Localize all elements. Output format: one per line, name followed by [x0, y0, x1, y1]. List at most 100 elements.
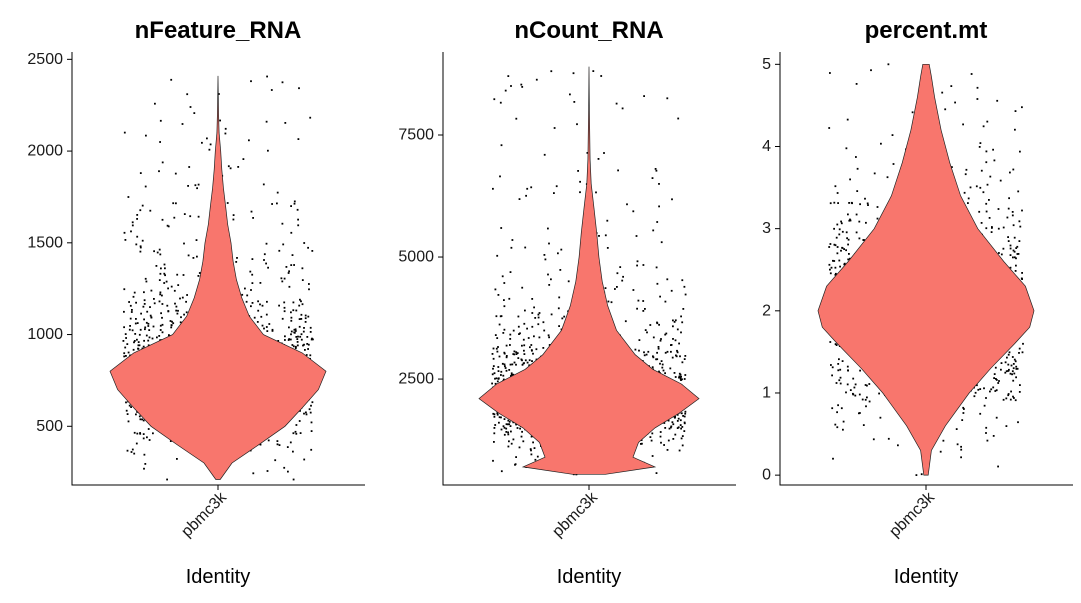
data-point [298, 325, 301, 328]
data-point [986, 120, 989, 123]
data-point [298, 87, 300, 90]
data-point [651, 366, 654, 369]
data-point [521, 363, 524, 366]
data-point [138, 344, 141, 347]
data-point [996, 99, 999, 102]
data-point [298, 304, 301, 307]
data-point [976, 98, 979, 100]
data-point [232, 218, 235, 221]
data-point [197, 275, 200, 277]
data-point [161, 331, 164, 334]
data-point [122, 340, 125, 342]
data-point [209, 143, 212, 146]
data-point [299, 432, 302, 434]
data-point [163, 282, 166, 284]
y-tick-label: 500 [36, 418, 63, 435]
data-point [982, 191, 985, 194]
x-tick-label: pbmc3k [886, 488, 938, 540]
data-point [833, 243, 836, 246]
data-point [176, 273, 179, 276]
data-point [679, 419, 682, 422]
data-point [985, 202, 988, 205]
data-point [681, 378, 683, 381]
data-point [858, 237, 861, 240]
y-axis: 2500 5000 7500 [398, 126, 443, 388]
data-point [531, 360, 533, 362]
data-point [290, 319, 293, 322]
data-point [873, 172, 876, 175]
data-point [856, 167, 859, 170]
data-point [503, 351, 506, 354]
data-point [1012, 224, 1015, 227]
data-point [521, 344, 523, 347]
data-point [846, 365, 849, 368]
data-point [834, 185, 837, 188]
data-point [127, 420, 130, 423]
data-point [656, 358, 659, 361]
data-point [496, 350, 499, 353]
data-point [649, 324, 652, 326]
data-point [301, 303, 304, 306]
data-point [836, 192, 839, 194]
data-point [502, 425, 505, 428]
data-point [251, 258, 254, 260]
data-point [579, 191, 581, 194]
data-point [866, 202, 869, 205]
data-point [979, 186, 982, 189]
data-point [311, 250, 314, 252]
data-point [666, 278, 669, 281]
data-point [135, 442, 138, 445]
data-point [664, 300, 667, 303]
data-point [306, 336, 309, 338]
data-point [265, 242, 268, 245]
data-point [1011, 370, 1014, 373]
data-point [298, 318, 301, 320]
data-point [296, 341, 299, 343]
data-point [985, 426, 988, 429]
data-point [510, 374, 513, 376]
data-point [172, 322, 175, 325]
data-point [642, 300, 645, 302]
data-point [278, 444, 281, 446]
data-point [1008, 368, 1010, 371]
data-point [303, 343, 305, 346]
data-point [856, 190, 859, 192]
data-point [832, 259, 834, 262]
data-point [992, 435, 995, 437]
data-point [295, 336, 298, 338]
data-point [1007, 353, 1010, 356]
data-point [834, 423, 837, 426]
data-point [843, 263, 846, 266]
data-point [126, 413, 129, 415]
data-point [290, 330, 293, 333]
data-point [127, 351, 130, 354]
data-point [880, 142, 882, 145]
data-point [290, 205, 292, 207]
data-point [876, 217, 879, 220]
data-point [495, 315, 498, 318]
data-point [242, 158, 245, 160]
data-point [266, 300, 268, 303]
data-point [684, 293, 687, 296]
data-point [676, 427, 679, 429]
data-point [978, 210, 981, 213]
data-point [1014, 110, 1017, 112]
data-point [142, 305, 145, 308]
data-point [550, 278, 552, 281]
data-point [678, 342, 680, 345]
data-point [161, 323, 164, 326]
data-point [666, 350, 669, 353]
data-point [166, 224, 169, 227]
data-point [123, 355, 126, 358]
data-point [678, 376, 680, 379]
y-axis: 500 1000 1500 2000 2500 [27, 51, 72, 435]
data-point [675, 354, 677, 357]
data-point [520, 435, 523, 438]
data-point [493, 372, 496, 375]
data-point [985, 161, 988, 164]
data-point [662, 369, 665, 372]
data-point [560, 248, 563, 251]
data-point [308, 408, 311, 411]
data-point [624, 320, 627, 323]
data-point [302, 344, 304, 347]
